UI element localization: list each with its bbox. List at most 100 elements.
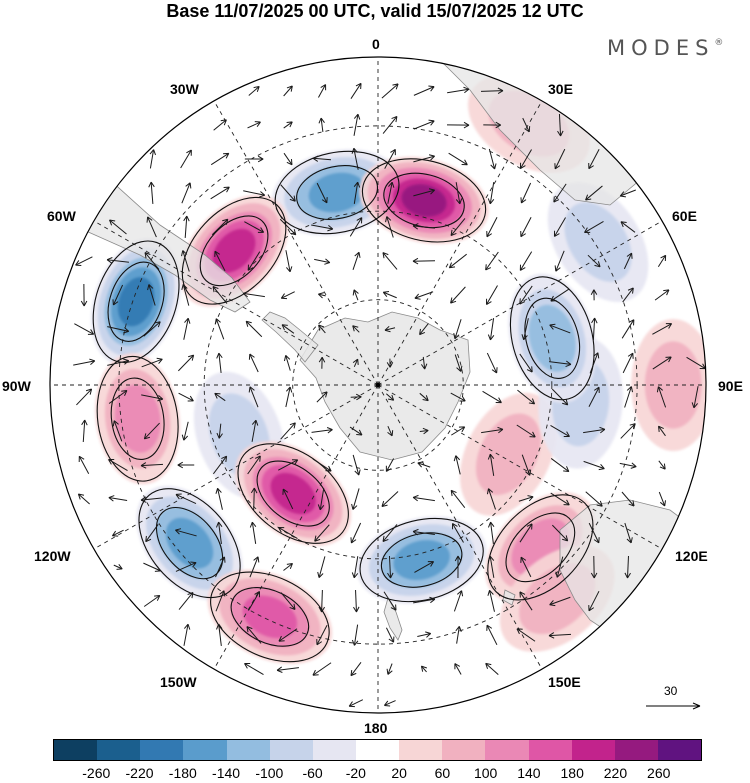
wind-arrow xyxy=(621,319,635,339)
wind-arrow xyxy=(447,86,470,94)
wind-arrow xyxy=(148,181,155,205)
wind-arrow xyxy=(280,291,295,300)
wind-arrow xyxy=(412,494,435,502)
wind-arrow xyxy=(550,492,570,506)
colorbar-tick-label: 140 xyxy=(517,765,541,781)
wind-arrow xyxy=(589,352,600,374)
new-zealand-land xyxy=(383,596,403,641)
wind-arrow xyxy=(516,424,536,438)
wind-arrow xyxy=(485,285,498,305)
wind-arrow xyxy=(109,219,127,235)
wind-arrow xyxy=(658,460,666,470)
colorbar-swatch xyxy=(226,740,270,760)
wind-arrow xyxy=(247,455,261,475)
colorbar-tick-label: 60 xyxy=(434,765,451,781)
wind-arrow xyxy=(316,391,328,403)
wind-arrow xyxy=(78,455,90,474)
wind-arrow xyxy=(658,491,667,507)
lon-label-60w: 60W xyxy=(47,208,76,224)
wind-arrow xyxy=(351,624,359,646)
wind-arrow xyxy=(453,590,464,612)
wind-arrow xyxy=(455,182,463,205)
lon-label-120w: 120W xyxy=(34,548,71,564)
lat-lon-grid xyxy=(50,57,706,713)
wind-arrow xyxy=(551,388,569,406)
lon-label-90w: 90W xyxy=(2,378,31,394)
wind-arrow xyxy=(216,352,223,373)
wind-arrow xyxy=(414,561,435,573)
colorbar-swatch xyxy=(140,740,184,760)
wind-arrow xyxy=(451,426,466,436)
wind-arrow xyxy=(311,224,334,232)
wind-arrow xyxy=(486,488,496,510)
wind-arrow xyxy=(385,627,395,643)
wind-arrow xyxy=(412,257,436,265)
wind-arrow xyxy=(248,386,259,408)
wind-arrow xyxy=(215,556,226,578)
wind-arrow xyxy=(622,352,634,374)
wind-arrow xyxy=(487,555,495,578)
wind-arrow xyxy=(318,356,326,369)
lon-label-0: 0 xyxy=(372,36,380,52)
wind-arrow xyxy=(656,386,667,408)
wind-arrow xyxy=(214,392,226,402)
contour-line xyxy=(199,215,269,287)
wind-arrow xyxy=(550,288,570,302)
wind-arrow xyxy=(622,287,634,303)
wind-arrow xyxy=(212,455,228,475)
colorbar-swatch xyxy=(614,740,658,760)
polar-map xyxy=(49,56,707,714)
wind-arrow xyxy=(318,589,326,613)
wind-arrow xyxy=(278,628,298,642)
wind-arrow xyxy=(454,354,463,372)
contour-lines xyxy=(92,150,595,663)
wind-arrow xyxy=(279,218,297,236)
wind-arrow xyxy=(351,488,360,510)
wind-arrow xyxy=(111,529,124,537)
contour-line xyxy=(359,517,484,603)
wind-arrow xyxy=(141,394,164,402)
wind-arrow xyxy=(619,189,636,198)
wind-arrow xyxy=(585,491,603,507)
wind-arrow xyxy=(351,556,359,579)
wind-arrow xyxy=(453,455,461,475)
wind-arrow xyxy=(283,562,293,571)
anomaly-pink-indian-rim xyxy=(631,319,706,451)
wind-arrow xyxy=(386,393,395,401)
wind-arrow xyxy=(112,420,123,442)
wind-arrow xyxy=(521,318,529,341)
wind-arrow xyxy=(349,217,363,237)
wind-arrow xyxy=(583,426,606,434)
contour-line xyxy=(92,240,180,363)
contour-line xyxy=(361,158,487,243)
wind-arrow xyxy=(316,182,328,204)
wind-arrow xyxy=(384,148,396,169)
wind-arrow xyxy=(178,392,194,402)
colorbar xyxy=(53,739,702,761)
wind-arrow xyxy=(412,528,435,536)
contour-line xyxy=(110,377,165,461)
wind-arrow xyxy=(353,181,361,204)
wind-arrow xyxy=(285,386,293,408)
wind-arrow xyxy=(251,419,259,442)
wind-arrow xyxy=(178,592,194,610)
anomaly-pink-pacific-far xyxy=(207,569,333,665)
wind-arrow xyxy=(691,386,699,409)
wind-arrow xyxy=(519,251,533,271)
wind-arrow xyxy=(485,251,499,271)
contour-line xyxy=(487,494,594,601)
wind-arrow xyxy=(454,663,462,675)
wind-arrow xyxy=(413,188,435,197)
wind-arrow xyxy=(143,321,161,337)
wind-arrow xyxy=(181,250,190,272)
contour-line xyxy=(155,507,224,580)
colorbar-swatch xyxy=(485,740,529,760)
wind-arrow xyxy=(149,149,156,169)
wind-arrow xyxy=(312,662,332,676)
colorbar-tick-label: 260 xyxy=(647,765,671,781)
wind-arrow xyxy=(548,632,572,639)
wind-arrow xyxy=(112,284,124,306)
wind-arrow xyxy=(246,626,262,644)
wind-arrow xyxy=(413,154,435,163)
wind-arrow xyxy=(278,459,299,471)
